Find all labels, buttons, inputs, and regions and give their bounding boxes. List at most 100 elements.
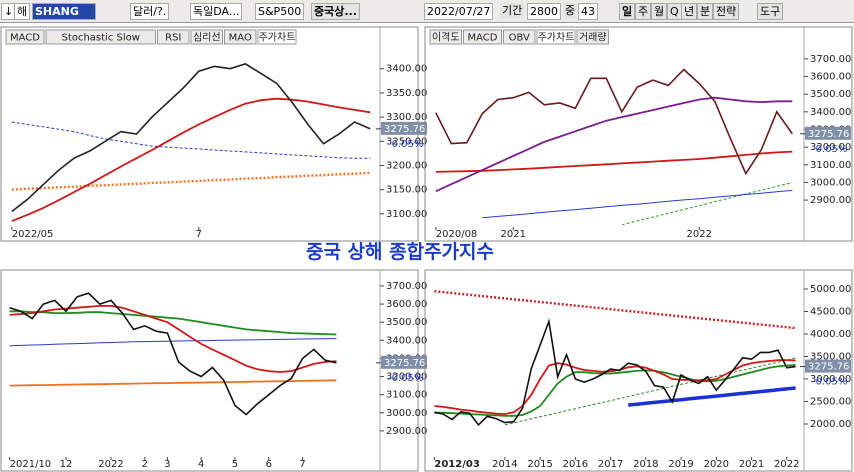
dropdown[interactable]: 독일DA... [190, 3, 243, 20]
y-tick-label: 2900.00 [810, 195, 851, 206]
y-tick-label: 2500.00 [810, 396, 851, 407]
last-price-box [381, 121, 427, 135]
tab[interactable]: MAO [224, 29, 257, 45]
series-line [434, 364, 796, 417]
y-tick-label: 3200.00 [386, 160, 427, 171]
series-line [9, 292, 337, 416]
series-line [435, 150, 793, 173]
tab-label: 주가차트 [538, 32, 575, 44]
series-line [9, 379, 337, 387]
tab-label: 이격도 [432, 31, 460, 44]
x-tick-label: 2 [142, 459, 148, 470]
series-line [11, 121, 371, 159]
y-tick-label: 3150.00 [386, 185, 427, 196]
tab-bg [257, 29, 297, 45]
tab[interactable]: 주가차트 [536, 29, 576, 45]
y-tick-label: 3300.00 [386, 112, 427, 123]
y-tick-label: 3400.00 [386, 64, 427, 75]
y-tick-label: 5000.00 [810, 284, 851, 295]
tab-label: 주가차트 [259, 32, 296, 44]
y-tick-label: 4000.00 [810, 329, 851, 340]
tab-label: OBV [509, 33, 530, 44]
tab[interactable]: 주가차트 [257, 29, 297, 45]
x-tick-label: 2022 [687, 229, 712, 240]
x-tick-label: 2019 [668, 459, 693, 470]
dropdown[interactable]: S&P500 [255, 3, 305, 20]
y-tick-label: 3400.00 [386, 335, 427, 346]
y-tick-label: 3200.00 [810, 142, 851, 153]
dropdown[interactable]: 달러/?. [130, 3, 170, 20]
tab-bg [5, 29, 45, 45]
series-line [434, 318, 796, 427]
series-line [434, 359, 796, 416]
tab-label: Stochastic Slow [62, 33, 140, 44]
tab[interactable]: 거래량 [576, 29, 609, 45]
y-tick-label: 3100.00 [386, 390, 427, 401]
tab[interactable]: MACD [463, 29, 502, 45]
button[interactable]: 일 [619, 3, 636, 20]
tab-bg [429, 29, 462, 45]
button[interactable]: Q [667, 3, 682, 20]
y-tick-label: 3700.00 [386, 281, 427, 292]
button[interactable]: 전략 [713, 3, 740, 20]
y-tick-label: 3500.00 [810, 89, 851, 100]
tab[interactable]: 심리선 [190, 29, 223, 45]
button[interactable]: 해 [14, 3, 31, 20]
change-pct: -0.05% [812, 144, 847, 155]
x-tick-label: 7 [196, 229, 202, 240]
y-tick-label: 3000.00 [810, 374, 851, 385]
x-tick-label: 2022/05 [12, 229, 54, 240]
y-tick-label: 3000.00 [386, 408, 427, 419]
x-tick-label: 2022 [98, 459, 123, 470]
panel-frame [424, 26, 853, 242]
button[interactable]: 주 [635, 3, 652, 20]
series-line [11, 171, 371, 191]
series-line [434, 290, 796, 330]
tab-bg [190, 29, 223, 45]
x-tick-label: 2021/10 [10, 459, 52, 470]
symbol-input[interactable]: SHANG [32, 3, 96, 20]
tab-bg [224, 29, 257, 45]
tab[interactable]: Stochastic Slow [45, 29, 156, 45]
x-tick-label: 2018 [633, 459, 658, 470]
x-tick-label: 2020/08 [436, 229, 478, 240]
change-pct: -0.05% [388, 373, 423, 384]
x-tick-label: 2017 [598, 459, 623, 470]
last-price: 3275.76 [384, 124, 425, 135]
y-tick-label: 3600.00 [386, 299, 427, 310]
count-input[interactable]: 43 [578, 3, 598, 20]
x-tick-label: 2022 [774, 459, 799, 470]
tab[interactable]: 이격도 [429, 29, 462, 45]
x-tick-label: 6 [266, 459, 272, 470]
last-price-box [381, 355, 427, 369]
series-line [9, 310, 337, 336]
dropdown[interactable]: 중국상... [311, 3, 360, 20]
tab[interactable]: RSI [157, 29, 190, 45]
panel-frame [424, 269, 853, 472]
last-price: 3275.76 [808, 362, 849, 373]
y-tick-label: 3250.00 [386, 136, 427, 147]
last-price-box [805, 126, 851, 140]
y-tick-label: 3700.00 [810, 54, 851, 65]
x-tick-label: 4 [198, 459, 204, 470]
button[interactable]: 월 [651, 3, 668, 20]
button[interactable]: 분 [697, 3, 714, 20]
period-input[interactable]: 2800 [527, 3, 561, 20]
tab[interactable]: MACD [5, 29, 45, 45]
toolbar: ↓ 해 SHANG 달러/?. 독일DA... S&P500 중국상... 20… [0, 0, 854, 23]
date-input[interactable]: 2022/07/27 [424, 3, 494, 20]
tab-label: MACD [468, 33, 498, 44]
x-tick-label: 2014 [492, 459, 517, 470]
button[interactable]: 도구 [757, 3, 784, 20]
button[interactable]: 년 [681, 3, 698, 20]
x-tick-label: 2021 [739, 459, 764, 470]
panel-frame [0, 269, 419, 472]
x-tick-label: 2020 [704, 459, 729, 470]
tab[interactable]: OBV [503, 29, 536, 45]
tab-bg [157, 29, 190, 45]
y-tick-label: 3600.00 [810, 72, 851, 83]
x-tick-label: 12 [60, 459, 73, 470]
page-title: 중국 상해 종합주가지수 [306, 241, 494, 263]
tab-bg [536, 29, 576, 45]
